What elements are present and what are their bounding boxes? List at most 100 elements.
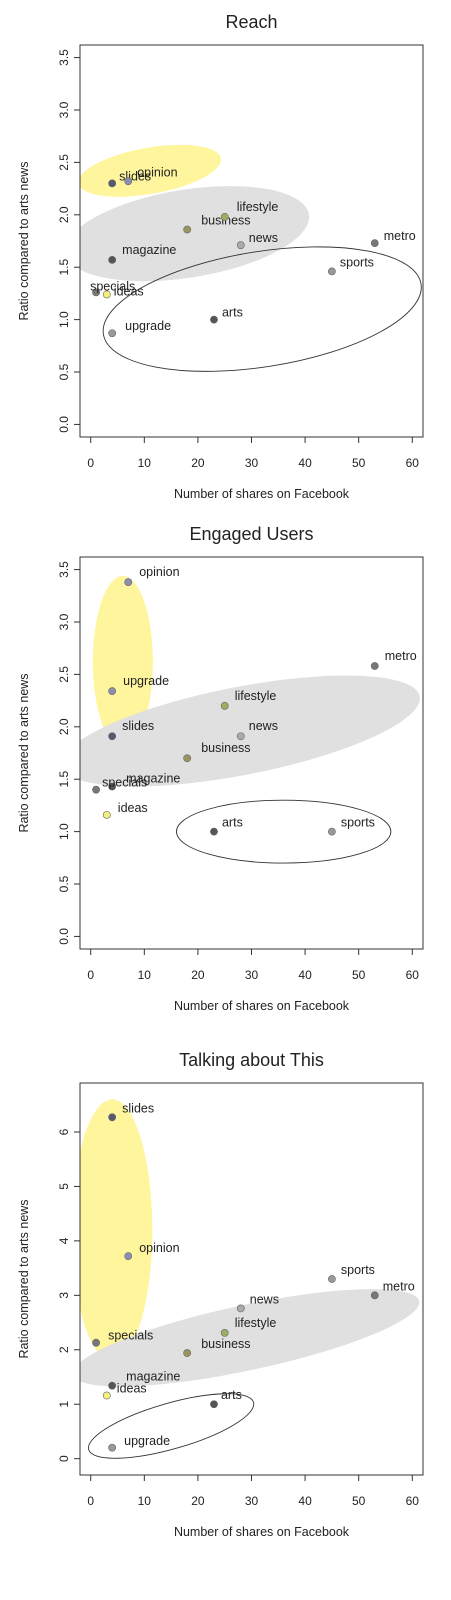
chart-3-xtick-label: 10 xyxy=(138,1494,152,1508)
chart-2-ytick-label: 1.5 xyxy=(57,771,71,788)
chart-1-point-label-opinion: opinion xyxy=(137,165,177,179)
chart-1-point-arts xyxy=(210,315,218,324)
chart-1-point-sports xyxy=(327,267,336,276)
chart-3-point-label-magazine: magazine xyxy=(126,1370,180,1384)
chart-3-point-label-specials: specials xyxy=(108,1329,153,1343)
chart-3-point-label-lifestyle: lifestyle xyxy=(235,1316,277,1330)
chart-2-point-label-sports: sports xyxy=(341,816,375,830)
chart-1-point-label-sports: sports xyxy=(340,255,374,269)
chart-3-ylabel: Ratio compared to arts news xyxy=(17,1199,31,1358)
chart-1-xtick-label: 10 xyxy=(138,456,152,470)
chart-3-point-ideas xyxy=(102,1391,111,1400)
chart-1: Reach 0 10 20 30 40 50 60 0.0 0.5 1.0 1.5 2.0 2.5 3.0 3… xyxy=(17,12,424,501)
chart-2-point-lifestyle xyxy=(220,701,229,710)
chart-2-ytick-label: 2.5 xyxy=(57,666,71,683)
chart-1-xtick-label: 30 xyxy=(245,456,259,470)
chart-1-point-specials xyxy=(92,288,100,297)
chart-3-point-news xyxy=(236,1304,245,1313)
chart-2-point-label-slides: slides xyxy=(122,719,154,733)
chart-1-point-metro xyxy=(370,239,379,247)
chart-3-ytick-label: 2 xyxy=(57,1346,71,1353)
chart-2-point-specials xyxy=(92,785,100,794)
chart-1-point-lifestyle xyxy=(220,212,229,221)
chart-3-xtick-label: 60 xyxy=(406,1494,420,1508)
chart-2-point-label-arts: arts xyxy=(222,816,243,830)
chart-1-point-business xyxy=(183,225,192,234)
chart-1-region-outline xyxy=(102,246,422,372)
chart-1-point-magazine xyxy=(108,255,117,264)
chart-2-xtick-label: 50 xyxy=(352,968,366,982)
chart-3-xtick-label: 0 xyxy=(87,1494,94,1508)
chart-3-point-sports xyxy=(327,1275,336,1283)
chart-3-ytick-label: 0 xyxy=(57,1455,71,1462)
chart-3-point-slides xyxy=(108,1113,117,1122)
chart-3-region-yellow xyxy=(80,1099,153,1361)
chart-3-xtick-label: 30 xyxy=(245,1494,259,1508)
chart-3-point-magazine xyxy=(108,1381,117,1390)
chart-3-point-opinion xyxy=(124,1252,133,1261)
chart-2-regions xyxy=(80,575,420,864)
chart-2-xtick-label: 20 xyxy=(191,968,205,982)
chart-2-ytick-label: 0.5 xyxy=(57,875,71,892)
chart-2-ytick-label: 3.5 xyxy=(57,561,71,578)
chart-3-ytick-label: 6 xyxy=(57,1128,71,1135)
chart-2-region-yellow xyxy=(92,575,153,748)
chart-1-point-label-ideas: ideas xyxy=(114,284,144,298)
chart-1-point-label-magazine: magazine xyxy=(122,243,176,257)
chart-1-title: Reach xyxy=(225,12,277,32)
chart-2-point-sports xyxy=(327,827,336,836)
chart-1-xtick-label: 50 xyxy=(352,456,366,470)
chart-3-point-label-upgrade: upgrade xyxy=(124,1434,170,1448)
chart-3: Talking about This 0 10 20 30 40 50 60 0 1 2 3 4 5 6 Nu… xyxy=(17,1050,424,1539)
chart-1-region-gray xyxy=(80,186,310,282)
chart-1-xtick-label: 60 xyxy=(406,456,420,470)
chart-2-point-label-specials: specials xyxy=(102,776,147,790)
chart-1-point-label-metro: metro xyxy=(384,229,416,243)
chart-1-xlabel: Number of shares on Facebook xyxy=(174,487,350,501)
chart-3-region-outline xyxy=(87,1393,255,1459)
chart-2-point-magazine xyxy=(108,782,117,791)
chart-3-point-business xyxy=(183,1349,192,1357)
chart-3-point-label-news: news xyxy=(250,1292,279,1306)
chart-3-title: Talking about This xyxy=(179,1050,324,1070)
chart-3-xtick-label: 40 xyxy=(298,1494,312,1508)
chart-3-xtick-label: 20 xyxy=(191,1494,205,1508)
chart-2-point-label-news: news xyxy=(249,719,278,733)
chart-1-point-slides xyxy=(108,179,117,188)
chart-1-point-label-upgrade: upgrade xyxy=(125,319,171,333)
chart-2-point-ideas xyxy=(102,810,111,819)
chart-3-point-label-ideas: ideas xyxy=(117,1382,147,1396)
chart-3-point-label-opinion: opinion xyxy=(139,1241,179,1255)
chart-2-xtick-label: 30 xyxy=(245,968,259,982)
chart-1-ytick-label: 2.0 xyxy=(57,206,71,223)
chart-2-point-news xyxy=(236,732,245,741)
chart-1-regions xyxy=(80,144,422,372)
chart-2-point-label-upgrade: upgrade xyxy=(123,674,169,688)
chart-2-point-business xyxy=(183,754,192,763)
chart-3-point-upgrade xyxy=(108,1443,117,1452)
chart-3-ytick-label: 5 xyxy=(57,1183,71,1190)
chart-2-point-label-magazine: magazine xyxy=(126,772,180,786)
chart-2-point-metro xyxy=(370,662,379,670)
chart-2-point-label-business: business xyxy=(201,741,250,755)
chart-3-ytick-label: 1 xyxy=(57,1401,71,1408)
chart-1-point-opinion xyxy=(124,177,133,186)
chart-1-ytick-label: 0.5 xyxy=(57,363,71,380)
chart-3-point-label-business: business xyxy=(201,1337,250,1351)
chart-1-xtick-label: 0 xyxy=(87,456,94,470)
chart-1-point-upgrade xyxy=(108,329,117,338)
chart-1-point-ideas xyxy=(102,290,111,299)
chart-1-ytick-label: 0.0 xyxy=(57,416,71,433)
chart-2-point-upgrade xyxy=(108,687,117,696)
chart-2-ytick-label: 3.0 xyxy=(57,613,71,630)
chart-3-xlabel: Number of shares on Facebook xyxy=(174,1525,350,1539)
chart-2-point-arts xyxy=(210,827,218,836)
chart-3-point-metro xyxy=(370,1291,379,1300)
chart-2-point-slides xyxy=(108,732,117,741)
chart-2-point-label-lifestyle: lifestyle xyxy=(235,689,277,703)
chart-3-ytick-label: 3 xyxy=(57,1292,71,1299)
chart-2-point-label-ideas: ideas xyxy=(118,801,148,815)
chart-3-point-specials xyxy=(92,1338,100,1347)
chart-1-xtick-label: 20 xyxy=(191,456,205,470)
